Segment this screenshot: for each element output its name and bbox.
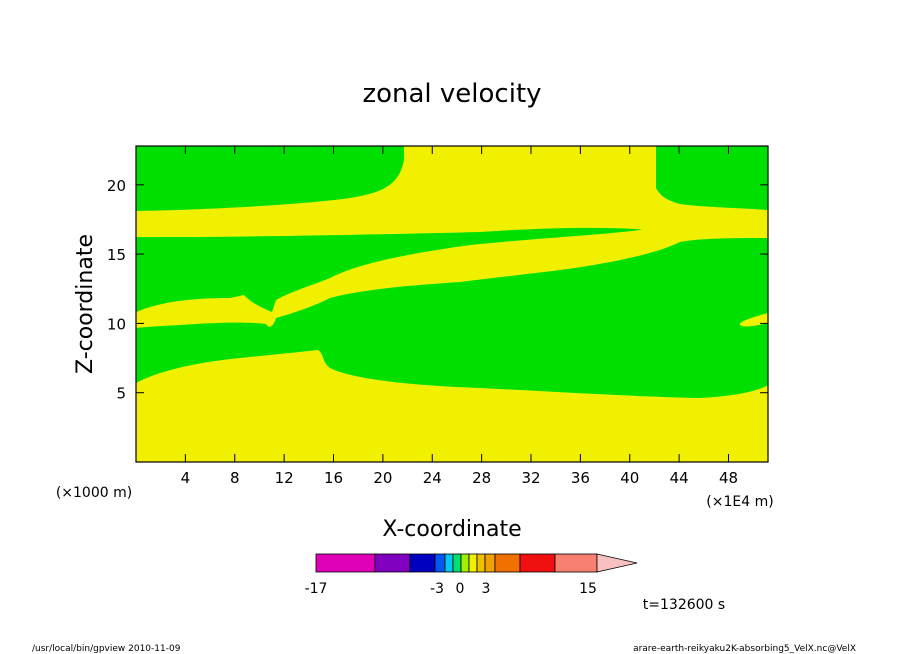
x-axis-label: X-coordinate <box>382 517 521 542</box>
contour-band-bottom <box>136 350 768 462</box>
colorbar-label: -17 <box>305 581 328 597</box>
x-tick-label: 8 <box>230 469 240 487</box>
colorbar-segment <box>484 553 496 573</box>
colorbar-segment <box>374 553 411 573</box>
footer-right: arare-earth-reikyaku2K-absorbing5_VelX.n… <box>633 644 856 654</box>
x-axis: 4 8 12 16 20 24 28 32 36 40 44 48 <box>181 146 738 487</box>
colorbar <box>315 553 638 573</box>
x-tick-label: 32 <box>521 469 540 487</box>
x-tick-label: 16 <box>324 469 343 487</box>
colorbar-segment <box>476 553 486 573</box>
colorbar-arrow <box>596 553 638 573</box>
x-unit-left: (×1000 m) <box>56 485 132 501</box>
plot-frame <box>135 145 769 463</box>
y-tick-label: 15 <box>107 246 126 264</box>
colorbar-label: 15 <box>579 581 597 597</box>
x-unit-right: (×1E4 m) <box>706 494 773 510</box>
contour-band-middle <box>136 211 768 328</box>
colorbar-segment <box>460 553 470 573</box>
x-tick-label: 44 <box>670 469 689 487</box>
x-tick-label: 48 <box>719 469 738 487</box>
colorbar-label: 0 <box>456 581 465 597</box>
colorbar-segment <box>494 553 521 573</box>
colorbar-label: 3 <box>482 581 491 597</box>
x-tick-label: 28 <box>472 469 491 487</box>
contour-band-top <box>136 146 768 240</box>
x-tick-label: 4 <box>181 469 191 487</box>
x-tick-label: 12 <box>275 469 294 487</box>
time-label: t=132600 s <box>643 597 725 613</box>
colorbar-labels: -17 -3 0 3 15 <box>305 581 597 597</box>
chart-title: zonal velocity <box>362 79 541 109</box>
colorbar-segment <box>554 553 598 573</box>
y-axis-label: Z-coordinate <box>73 234 98 374</box>
x-tick-label: 40 <box>620 469 639 487</box>
footer-left: /usr/local/bin/gpview 2010-11-09 <box>32 644 181 654</box>
x-tick-label: 24 <box>423 469 442 487</box>
y-axis: 5 10 15 20 <box>107 177 768 403</box>
x-tick-label: 36 <box>571 469 590 487</box>
colorbar-segment <box>409 553 436 573</box>
colorbar-segment <box>434 553 446 573</box>
colorbar-segment <box>452 553 462 573</box>
x-tick-label: 20 <box>373 469 392 487</box>
colorbar-segment <box>444 553 454 573</box>
y-tick-label: 10 <box>107 315 126 333</box>
y-tick-label: 5 <box>116 385 126 403</box>
colorbar-segment <box>315 553 376 573</box>
colorbar-segment <box>468 553 478 573</box>
y-tick-label: 20 <box>107 177 126 195</box>
colorbar-segment <box>519 553 556 573</box>
colorbar-label: -3 <box>430 581 444 597</box>
